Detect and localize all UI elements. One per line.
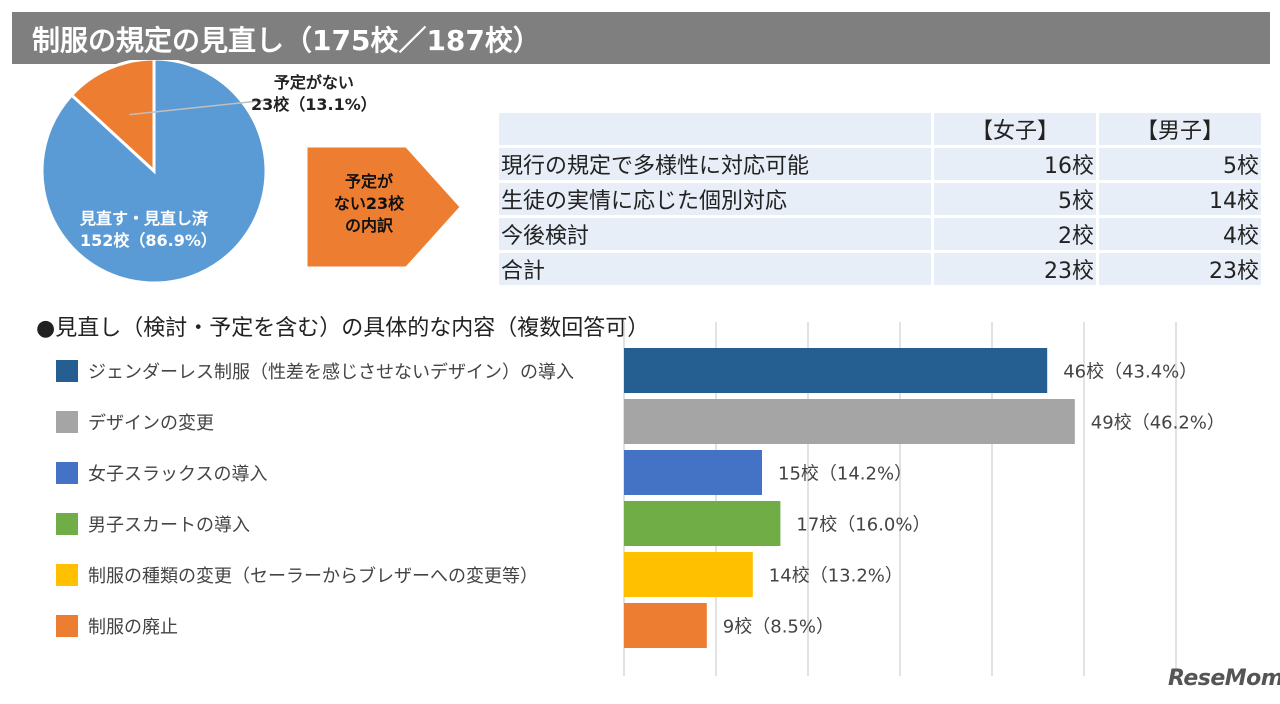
bar [624,450,762,495]
arrow-label-line3: の内訳 [344,216,393,235]
arrow-label: 予定が ない23校 の内訳 [314,171,424,237]
table-cell-boys: 23校 [1096,250,1264,288]
table-cell-girls: 16校 [931,145,1099,183]
legend-swatch [56,359,78,382]
table-header-boys: 【男子】 [1096,110,1264,148]
bar [624,603,707,648]
arrow-label-line2: ない23校 [333,194,405,213]
pie-label-review-value: 152校（86.9%） [80,231,217,250]
table-row: 現行の規定で多様性に対応可能 16校 5校 [496,145,1264,183]
legend-item: 制服の廃止 [56,614,178,638]
arrow-shape [306,146,461,268]
legend-label: 制服の種類の変更（セーラーからブレザーへの変更等） [88,565,538,587]
legend-label: 男子スカートの導入 [88,514,250,536]
legend-label: 女子スラックスの導入 [88,463,268,485]
legend-swatch [56,614,78,637]
pie-label-review-name: 見直す・見直し済 [80,209,209,228]
legend-label: 制服の廃止 [88,616,178,638]
legend-label: ジェンダーレス制服（性差を感じさせないデザイン）の導入 [88,361,574,383]
table-row: 今後検討 2校 4校 [496,215,1264,253]
pie-chart [40,60,269,285]
table-cell-boys: 14校 [1096,180,1264,218]
table-row: 合計 23校 23校 [496,250,1264,288]
table-cell-label: 合計 [496,250,934,288]
bar-chart: 46校（43.4%） 49校（46.2%） 15校（14.2%） 17校（16.0%）… [623,322,1225,676]
table-header-girls: 【女子】 [931,110,1099,148]
table-row: 生徒の実情に応じた個別対応 5校 14校 [496,180,1264,218]
legend-swatch [56,410,78,433]
table-cell-girls: 23校 [931,250,1099,288]
legend-item: デザインの変更 [56,410,214,434]
legend-item: 制服の種類の変更（セーラーからブレザーへの変更等） [56,563,538,587]
bar [624,501,781,546]
page-title: 制服の規定の見直し（175校／187校） [32,24,541,57]
breakdown-table: 【女子】 【男子】 現行の規定で多様性に対応可能 16校 5校 生徒の実情に応じ… [496,110,1264,288]
bar [624,348,1048,393]
pie-label-no-plan-value: 23校（13.1%） [251,95,377,114]
table-cell-label: 現行の規定で多様性に対応可能 [496,145,934,183]
bar-data-label: 49校（46.2%） [1091,413,1225,434]
table-cell-boys: 5校 [1096,145,1264,183]
bar-data-label: 14校（13.2%） [769,566,903,587]
table-cell-label: 今後検討 [496,215,934,253]
pie-leader-line [129,99,269,116]
bar-data-label: 46校（43.4%） [1063,362,1197,383]
table-cell-girls: 5校 [931,180,1099,218]
bar-data-label: 17校（16.0%） [796,515,930,536]
bar [624,399,1075,444]
table-cell-label: 生徒の実情に応じた個別対応 [496,180,934,218]
bar-data-label: 15校（14.2%） [778,464,912,485]
legend-label: デザインの変更 [88,412,214,434]
table-cell-boys: 4校 [1096,215,1264,253]
legend-item: 男子スカートの導入 [56,512,250,536]
pie-label-no-plan: 予定がない 23校（13.1%） [251,72,377,116]
legend-swatch [56,563,78,586]
pie-label-no-plan-name: 予定がない [273,73,354,92]
section-title: ●見直し（検討・予定を含む）の具体的な内容（複数回答可） [36,316,650,341]
resemom-logo: ReseMom [1168,666,1280,691]
table-cell-girls: 2校 [931,215,1099,253]
table-header-blank [496,110,934,148]
arrow-label-line1: 予定が [344,172,393,191]
legend-item: 女子スラックスの導入 [56,461,267,485]
legend-swatch [56,461,78,484]
table-header-row: 【女子】 【男子】 [496,110,1264,148]
legend-item: ジェンダーレス制服（性差を感じさせないデザイン）の導入 [56,359,574,383]
pie-label-review: 見直す・見直し済 152校（86.9%） [80,208,217,252]
bar-data-label: 9校（8.5%） [723,617,834,638]
title-bar: 制服の規定の見直し（175校／187校） [12,12,1270,64]
bar [624,552,753,597]
legend-swatch [56,512,78,535]
pie-slice-no-plan [69,60,156,175]
